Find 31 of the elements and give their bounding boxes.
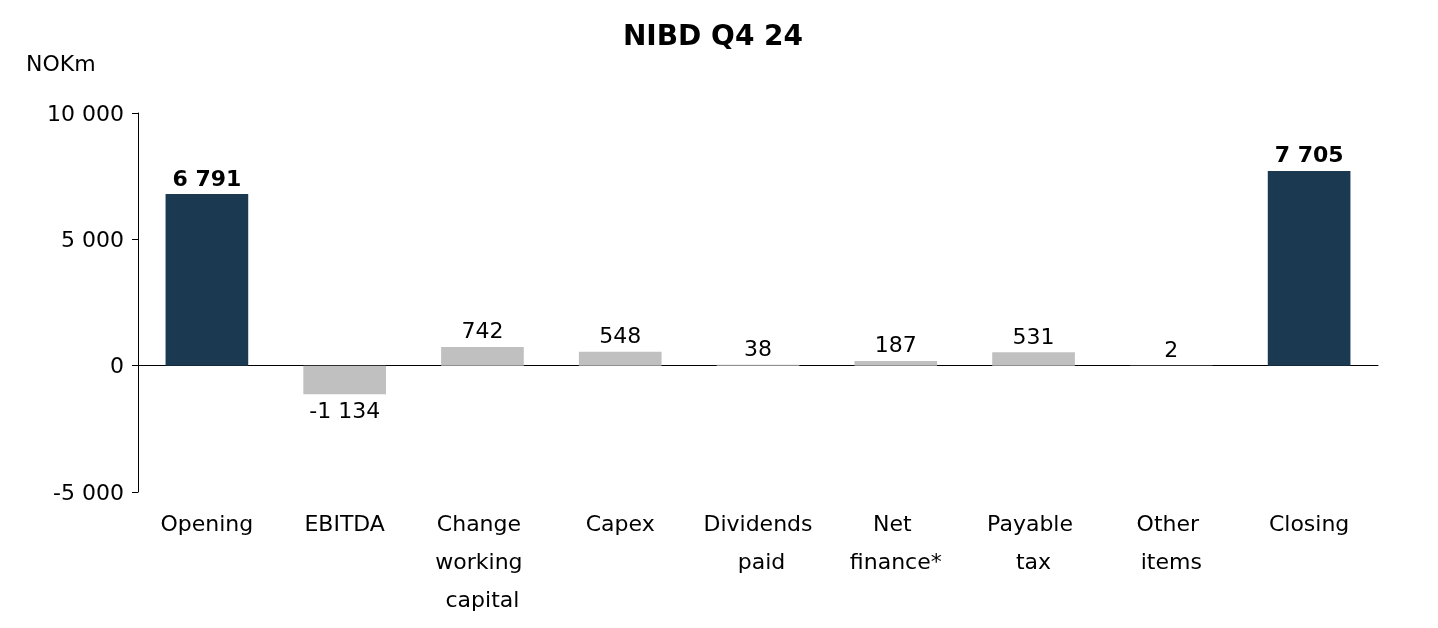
x-tick-label: Dividends paid bbox=[703, 510, 813, 574]
chart-title: NIBD Q4 24 bbox=[622, 18, 804, 52]
data-label: 6 791 bbox=[172, 165, 242, 191]
bar bbox=[578, 351, 662, 366]
bar bbox=[854, 360, 938, 366]
data-label: -1 134 bbox=[309, 397, 381, 423]
y-tick-label: 0 bbox=[110, 353, 124, 379]
bar bbox=[1267, 170, 1351, 366]
bar bbox=[441, 346, 524, 366]
y-tick-label: -5 000 bbox=[53, 479, 124, 505]
data-label: 187 bbox=[874, 332, 917, 358]
x-tick-label: EBITDA bbox=[304, 510, 385, 536]
x-tick-label: Change working capital bbox=[435, 510, 530, 612]
x-tick-label: Closing bbox=[1268, 510, 1350, 536]
data-label: 7 705 bbox=[1274, 142, 1344, 168]
x-tick-label: Other items bbox=[1136, 510, 1207, 574]
data-label: 742 bbox=[461, 318, 504, 344]
y-axis-title: NOKm bbox=[26, 50, 96, 76]
bar bbox=[303, 365, 386, 395]
x-tick-label: Net finance* bbox=[849, 510, 942, 574]
data-label: 548 bbox=[599, 323, 642, 349]
data-label: 38 bbox=[744, 336, 772, 362]
bar bbox=[165, 194, 249, 366]
data-label: 531 bbox=[1012, 323, 1055, 349]
y-tick-label: 5 000 bbox=[61, 226, 124, 252]
x-tick-label: Payable tax bbox=[987, 510, 1080, 574]
x-tick-label: Capex bbox=[585, 510, 655, 536]
y-tick-label: 10 000 bbox=[47, 100, 124, 126]
data-label: 2 bbox=[1164, 337, 1179, 363]
x-tick-label: Opening bbox=[160, 510, 254, 536]
bar bbox=[992, 352, 1075, 366]
